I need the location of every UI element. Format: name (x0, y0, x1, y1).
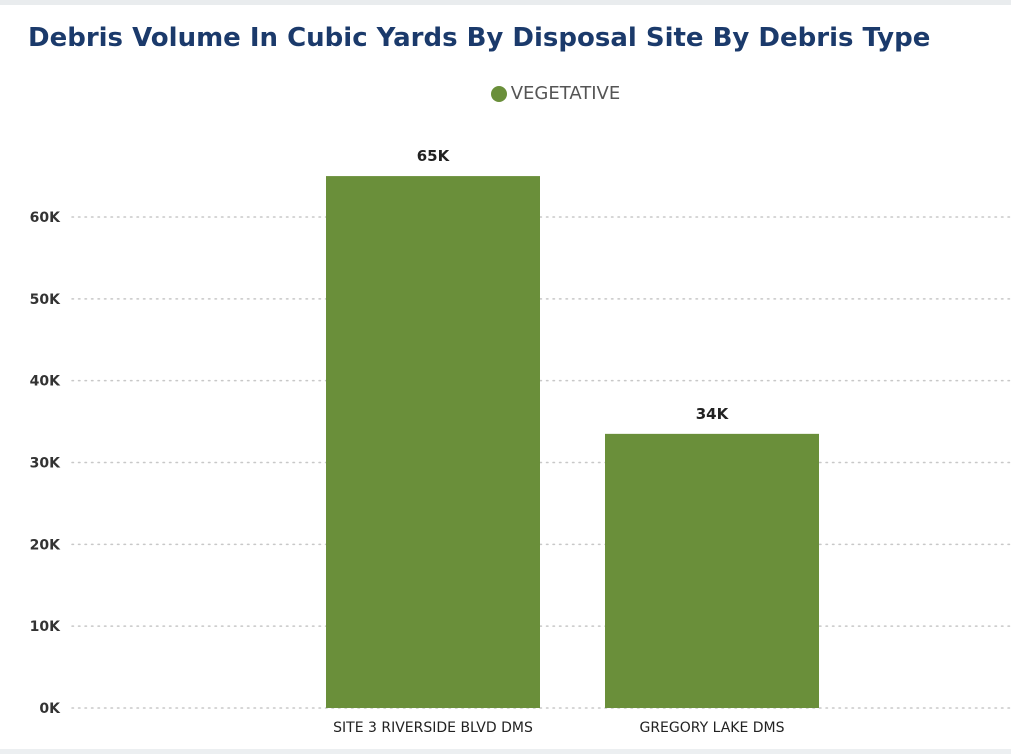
y-tick-label: 40K (30, 374, 61, 390)
data-label: 65K (417, 147, 451, 165)
bar (605, 433, 819, 708)
y-tick-label: 50K (30, 292, 61, 308)
legend-label: VEGETATIVE (510, 83, 621, 104)
y-tick-label: 60K (30, 210, 61, 226)
legend: VEGETATIVE (0, 83, 1011, 104)
legend-dot-icon (490, 85, 507, 102)
bar (326, 176, 540, 709)
y-tick-label: 20K (30, 537, 61, 553)
x-category-label: SITE 3 RIVERSIDE BLVD DMS (333, 720, 533, 736)
y-tick-label: 30K (30, 456, 61, 472)
data-label: 34K (696, 405, 730, 423)
bar-chart: 0K 10K 20K 30K 40K 50K 60K 65K SITE 3 RIVERSIDE … (30, 147, 1011, 736)
y-tick-label: 0K (39, 701, 61, 717)
y-tick-label: 10K (30, 619, 61, 635)
chart-title: Debris Volume In Cubic Yards By Disposal… (28, 23, 931, 53)
x-category-label: GREGORY LAKE DMS (639, 720, 784, 736)
legend-item-vegetative[interactable]: VEGETATIVE (490, 83, 621, 104)
